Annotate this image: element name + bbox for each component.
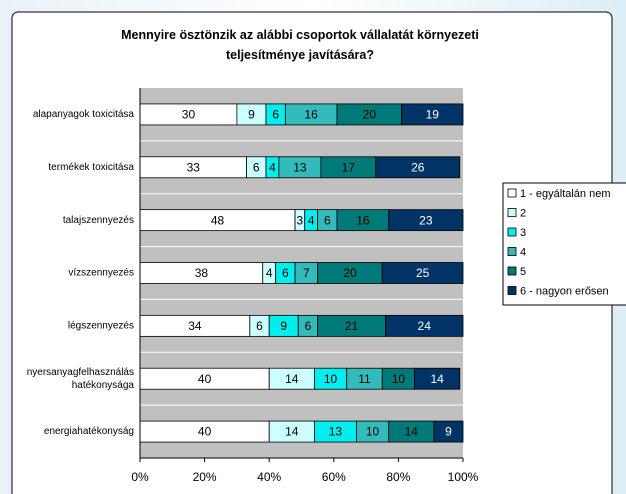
data-label: 14 [285, 425, 299, 439]
legend-swatch [507, 188, 517, 198]
x-tick-label: 20% [193, 470, 217, 484]
bar-segment [381, 262, 464, 284]
data-label: 10 [392, 372, 406, 386]
data-label: 7 [303, 266, 310, 280]
data-label: 10 [366, 425, 380, 439]
x-tick-label: 60% [322, 470, 346, 484]
data-label: 4 [308, 213, 315, 227]
legend-swatch [507, 208, 517, 217]
data-label: 6 [305, 319, 312, 333]
category-label: termékek toxicitása [48, 162, 134, 173]
data-label: 25 [416, 266, 430, 280]
category-label: energiahatékonyság [44, 426, 134, 437]
data-label: 6 [324, 213, 331, 227]
data-label: 17 [342, 160, 356, 174]
bar-segment [385, 314, 464, 337]
data-label: 4 [266, 266, 273, 280]
data-label: 40 [198, 372, 212, 386]
category-label: légszennyezés [68, 320, 134, 331]
data-label: 38 [195, 266, 209, 280]
bar-segment [414, 367, 461, 390]
legend-label: 2 [520, 207, 526, 219]
legend-swatch [507, 227, 517, 237]
legend-swatch [507, 286, 517, 295]
category-label: alapanyagok toxicitása [33, 109, 135, 120]
data-label: 14 [285, 372, 299, 386]
legend-label: 3 [520, 227, 526, 239]
data-label: 6 [282, 266, 289, 280]
x-tick-label: 40% [257, 470, 281, 484]
data-label: 10 [324, 372, 338, 386]
data-label: 6 [272, 108, 279, 122]
data-label: 13 [293, 160, 307, 174]
data-label: 3 [297, 213, 304, 227]
x-tick-label: 0% [131, 470, 149, 484]
data-label: 23 [419, 213, 433, 227]
x-tick-label: 80% [386, 470, 410, 484]
category-label: talajszennyezés [63, 215, 134, 226]
data-label: 14 [405, 425, 419, 439]
data-label: 11 [358, 372, 371, 386]
category-label: nyersanyagfelhasználás hatékonysága [27, 367, 135, 391]
data-label: 9 [445, 425, 452, 439]
data-label: 16 [305, 108, 319, 122]
data-label: 9 [280, 319, 287, 333]
data-label: 13 [329, 425, 343, 439]
legend-label: 1 - egyáltalán nem [520, 188, 611, 200]
bar-segment [375, 156, 461, 179]
bar-segment [388, 209, 464, 232]
data-label: 34 [188, 319, 202, 333]
x-tick-label: 100% [448, 470, 479, 484]
data-label: 9 [248, 108, 255, 122]
data-label: 20 [363, 108, 377, 122]
legend-label: 6 - nagyon erősen [520, 285, 609, 297]
data-label: 20 [343, 266, 357, 280]
bar-segment [401, 103, 464, 126]
data-label: 6 [256, 319, 263, 333]
data-label: 21 [345, 319, 359, 333]
legend-label: 4 [520, 246, 526, 258]
data-label: 30 [182, 108, 196, 122]
data-label: 14 [430, 372, 444, 386]
legend-box [502, 182, 626, 306]
legend-label: 5 [520, 266, 526, 278]
legend-swatch [507, 266, 517, 276]
category-label: vízszennyezés [68, 268, 134, 279]
chart-title: Mennyire ösztönzik az alábbi csoportok v… [121, 28, 479, 62]
data-label: 33 [187, 160, 201, 174]
data-label: 40 [198, 425, 212, 439]
bar-segment [433, 420, 464, 443]
data-label: 26 [411, 160, 425, 174]
data-label: 6 [253, 160, 260, 174]
data-label: 19 [426, 108, 440, 122]
data-label: 16 [356, 213, 370, 227]
data-label: 24 [418, 319, 432, 333]
legend-swatch [507, 247, 517, 256]
data-label: 4 [269, 160, 276, 174]
data-label: 48 [211, 213, 225, 227]
